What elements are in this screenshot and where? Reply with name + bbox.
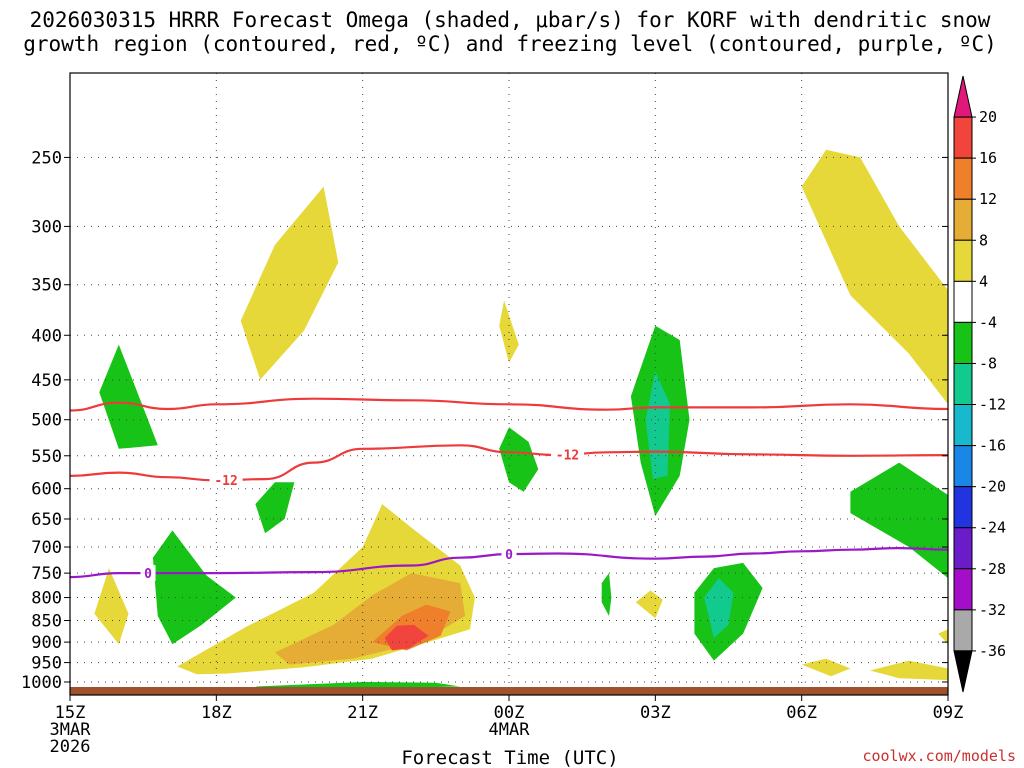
x-tick-label-4-0: 03Z [640, 703, 671, 723]
y-tick-label-12: 850 [31, 611, 62, 631]
omega-region-17 [601, 573, 612, 616]
x-tick-label-3-1: 4MAR [489, 720, 531, 740]
omega-region-14 [152, 530, 236, 645]
colorbar-swatch-12 [953, 568, 973, 611]
colorbar-swatch-0 [953, 75, 973, 118]
contour-label-2-1: 0 [505, 548, 513, 563]
x-tick-label-5-0: 06Z [786, 703, 817, 723]
gridlines [70, 73, 948, 695]
plot-area: -12 -12 0 0 [69, 72, 949, 696]
contour-line-0 [69, 397, 949, 412]
omega-region-6 [384, 624, 429, 651]
colorbar-swatch-3 [953, 198, 973, 241]
x-tick-label-2-0: 21Z [347, 703, 378, 723]
y-tick-label-4: 450 [31, 371, 62, 391]
colorbar-label-7: -12 [979, 396, 1006, 414]
colorbar-swatch-6 [953, 321, 973, 364]
x-tick-label-3-0: 00Z [494, 703, 525, 723]
y-tick-label-0: 250 [31, 148, 62, 168]
omega-region-12 [99, 344, 158, 449]
colorbar-swatch-1 [953, 116, 973, 159]
omega-region-13 [255, 482, 295, 534]
colorbar-swatch-10 [953, 486, 973, 529]
terrain-ground [70, 687, 948, 695]
x-tick-label-6-0: 09Z [933, 703, 964, 723]
contour-label-bg-1-0 [209, 472, 243, 489]
colorbar-swatch-2 [953, 157, 973, 200]
contour-label-bg-2-0 [140, 565, 156, 582]
omega-region-1 [240, 186, 339, 380]
y-tick-label-7: 600 [31, 480, 62, 500]
colorbar-label-9: -20 [979, 478, 1006, 496]
colorbar-label-8: -16 [979, 437, 1006, 455]
colorbar-label-12: -32 [979, 601, 1006, 619]
colorbar-swatch-7 [953, 362, 973, 406]
contour-line-1 [69, 444, 949, 482]
y-tick-label-11: 800 [31, 589, 62, 609]
x-tick-label-0-1: 3MAR [50, 720, 92, 740]
omega-region-19 [850, 462, 948, 579]
colorbar-swatch-13 [953, 609, 973, 652]
colorbar-swatch-9 [953, 445, 973, 488]
chart-title-line-1: 2026030315 HRRR Forecast Omega (shaded, … [30, 8, 991, 32]
x-tick-label-0-0: 15Z [55, 703, 86, 723]
colorbar: 20 16 12 8 4 -4 -8 -12 -16 -20 -24 -28 -32 -36 [953, 75, 1006, 693]
colorbar-label-5: -4 [979, 313, 997, 331]
colorbar-label-4: 4 [979, 272, 988, 290]
y-tick-label-6: 550 [31, 447, 62, 467]
colorbar-swatch-14 [953, 650, 973, 693]
y-tick-label-5: 500 [31, 411, 62, 431]
y-tick-label-8: 650 [31, 510, 62, 530]
omega-region-9 [801, 658, 851, 677]
colorbar-label-10: -24 [979, 519, 1006, 537]
temperature-contours: -12 -12 0 0 [69, 397, 949, 582]
site-credit[interactable]: coolwx.com/models [862, 747, 1016, 765]
contour-line-2 [69, 546, 949, 579]
colorbar-label-2: 12 [979, 190, 997, 208]
x-tick-label-0-2: 2026 [50, 737, 91, 757]
x-tick-label-1-0: 18Z [201, 703, 232, 723]
omega-region-8 [801, 149, 948, 405]
omega-region-2 [499, 300, 519, 363]
y-tick-label-2: 350 [31, 276, 62, 296]
omega-region-10 [870, 660, 948, 681]
y-tick-label-3: 400 [31, 326, 62, 346]
colorbar-label-6: -8 [979, 354, 997, 372]
y-tick-label-9: 700 [31, 538, 62, 558]
omega-region-7 [635, 590, 663, 619]
colorbar-swatch-8 [953, 404, 973, 447]
x-axis-label: Forecast Time (UTC) [401, 747, 618, 768]
colorbar-swatch-5 [953, 280, 973, 323]
contour-label-1-1: -12 [556, 449, 579, 464]
contour-label-2-0: 0 [144, 567, 152, 582]
colorbar-label-0: 20 [979, 108, 997, 126]
contour-label-bg-1-1 [551, 446, 585, 463]
colorbar-swatch-11 [953, 527, 973, 570]
chart-title-line-2: growth region (contoured, red, ºC) and f… [23, 32, 997, 56]
contour-label-bg-2-1 [501, 545, 517, 562]
colorbar-label-11: -28 [979, 560, 1006, 578]
omega-region-15 [499, 427, 539, 492]
y-tick-label-15: 1000 [21, 673, 62, 693]
colorbar-label-3: 8 [979, 231, 988, 249]
contour-label-1-0: -12 [214, 474, 237, 489]
colorbar-swatch-4 [953, 239, 973, 282]
omega-region-11 [938, 629, 948, 645]
y-tick-label-14: 950 [31, 654, 62, 674]
colorbar-label-13: -36 [979, 642, 1006, 660]
omega-region-22 [704, 578, 734, 638]
y-tick-label-1: 300 [31, 217, 62, 237]
colorbar-label-1: 16 [979, 149, 997, 167]
y-axis: 2503003504004505005506006507007508008509… [21, 148, 948, 693]
y-tick-label-13: 900 [31, 633, 62, 653]
omega-region-0 [94, 568, 129, 645]
y-tick-label-10: 750 [31, 564, 62, 584]
